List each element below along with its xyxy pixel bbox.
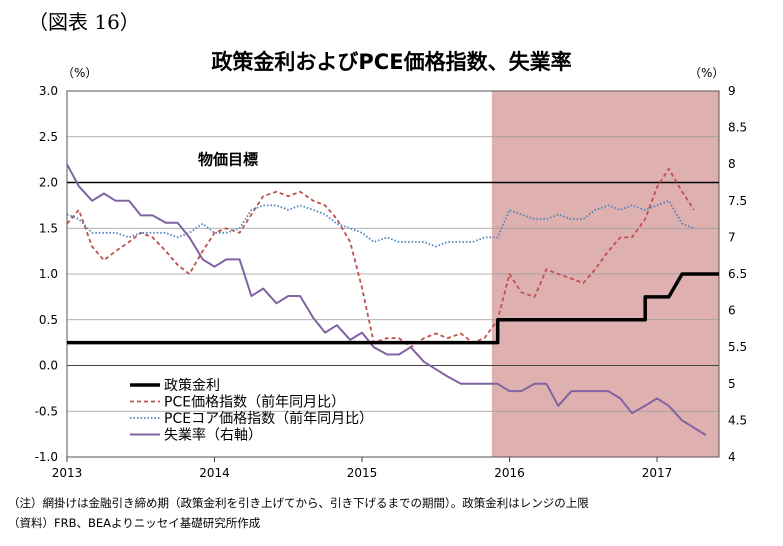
y-left-tick-label: 3.0: [39, 84, 58, 98]
y-left-tick-label: 0.5: [39, 313, 58, 327]
y-right-tick-label: 4.5: [728, 413, 747, 427]
y-right-tick-label: 5: [728, 377, 736, 391]
x-tick-label: 2015: [347, 466, 378, 480]
chart-title: 政策金利およびPCE価格指数、失業率: [211, 50, 572, 74]
y-right-tick-label: 8: [728, 157, 736, 171]
y-left-tick-label: -0.5: [35, 404, 58, 418]
legend-label-pce-price-index: PCE価格指数（前年同月比）: [164, 394, 345, 411]
policy-rate-line: [67, 272, 719, 345]
y-right-tick-label: 5.5: [728, 340, 747, 354]
figure-label: （図表 16）: [28, 10, 140, 34]
footnote-source: （資料）FRB、BEAよりニッセイ基礎研究所作成: [8, 516, 261, 530]
footnote-note: （注）網掛けは金融引き締め期（政策金利を引き上げてから、引き下げるまでの期間）。…: [8, 496, 589, 510]
y-right-tick-label: 7.5: [728, 194, 747, 208]
y-right-tick-label: 7: [728, 230, 736, 244]
legend-label-pce-core-index: PCEコア価格指数（前年同月比）: [164, 410, 373, 427]
chart-canvas: 3.0 2.5 2.0 1.5 1.0 0.5 0.0 -0.5 -1.0 9 8.5 8 7.5 7 6.…: [35, 84, 748, 480]
pce-price-index-line: [66, 167, 695, 349]
x-tick-label: 2014: [199, 466, 230, 480]
x-tick-label: 2016: [494, 466, 525, 480]
left-axis-unit: （%）: [62, 66, 98, 80]
y-right-tick-label: 4: [728, 450, 736, 464]
y-left-tick-label: 1.0: [39, 267, 58, 281]
legend-label-unemployment-rate: 失業率（右軸）: [164, 427, 262, 444]
x-tick-label: 2017: [642, 466, 673, 480]
y-left-tick-label: 0.0: [39, 359, 58, 373]
legend-label-policy-rate: 政策金利: [164, 377, 220, 394]
y-right-tick-label: 9: [728, 84, 736, 98]
y-right-tick-label: 6.5: [728, 267, 747, 281]
inflation-target-label: 物価目標: [198, 151, 258, 169]
right-axis-unit: （%）: [689, 66, 725, 80]
y-right-tick-label: 8.5: [728, 121, 747, 135]
unemployment-rate-line: [66, 163, 707, 436]
x-tick-label: 2013: [52, 466, 83, 480]
y-left-tick-label: 1.5: [39, 221, 58, 235]
y-right-tick-label: 6: [728, 304, 736, 318]
pce-core-index-line: [66, 199, 695, 248]
y-left-tick-label: 2.0: [39, 176, 58, 190]
y-left-tick-label: 2.5: [39, 130, 58, 144]
y-left-tick-label: -1.0: [35, 450, 58, 464]
